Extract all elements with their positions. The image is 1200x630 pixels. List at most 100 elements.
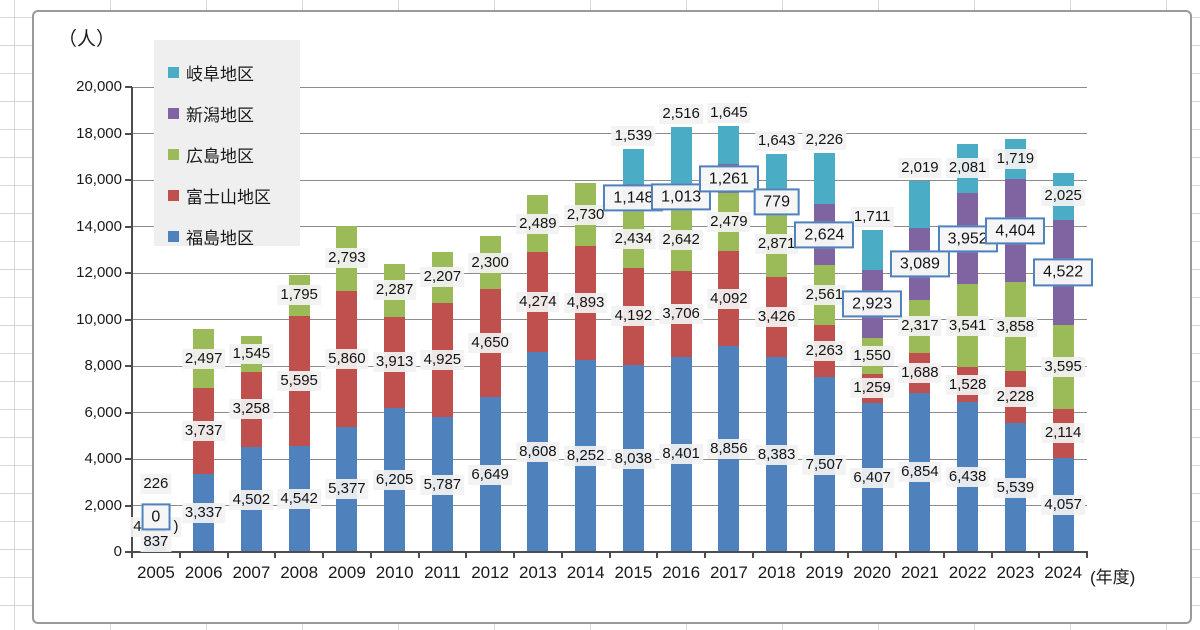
- data-label-富士山地区-2021[interactable]: 1,688: [898, 363, 942, 384]
- callout-label-新潟地区-2023[interactable]: 4,404: [985, 216, 1046, 245]
- data-label-富士山地区-2007[interactable]: 3,258: [229, 399, 274, 420]
- data-label-富士山地区-2012[interactable]: 4,650: [468, 333, 512, 354]
- data-label-福島地区-2013[interactable]: 8,608: [516, 441, 560, 462]
- callout-label-新潟地区-2019[interactable]: 2,624: [794, 221, 855, 249]
- bar-segment-岐阜地区-2021[interactable]: [909, 180, 931, 228]
- data-label-富士山地区-2017[interactable]: 4,092: [707, 288, 751, 309]
- data-label-福島地区-2023[interactable]: 5,539: [993, 477, 1038, 498]
- data-label-福島地区-2015[interactable]: 8,038: [611, 448, 656, 469]
- x-axis-category-label: 2007: [232, 563, 271, 582]
- bar-segment-岐阜地区-2020[interactable]: [861, 229, 883, 270]
- data-label-福島地区-2006[interactable]: 3,337: [181, 503, 226, 524]
- data-label-福島地区-2011[interactable]: 5,787: [420, 474, 465, 495]
- data-label-岐阜地区-2021[interactable]: 2,019: [898, 157, 942, 178]
- gridline: [132, 133, 1087, 134]
- data-label-富士山地区-2018[interactable]: 3,426: [754, 307, 799, 328]
- data-label-福島地区-2018[interactable]: 8,383: [754, 444, 799, 465]
- data-label-広島地区-2022[interactable]: 3,541: [945, 315, 990, 336]
- bar-segment-岐阜地区-2015[interactable]: [622, 148, 644, 185]
- data-label-広島地区-2014[interactable]: 2,730: [563, 204, 608, 225]
- data-label-福島地区-2012[interactable]: 6,649: [468, 464, 512, 485]
- data-label-広島地区-2017[interactable]: 2,479: [707, 212, 751, 233]
- data-label-岐阜地区-2020[interactable]: 1,711: [850, 206, 894, 227]
- data-label-富士山地区-2014[interactable]: 4,893: [563, 293, 608, 314]
- data-label-福島地区-2024[interactable]: 4,057: [1041, 494, 1085, 515]
- data-label-広島地区-2016[interactable]: 2,642: [659, 229, 703, 250]
- data-label-岐阜地区-2017[interactable]: 1,645: [707, 102, 751, 123]
- data-label-広島地区-2007[interactable]: 1,545: [229, 343, 274, 364]
- legend-item-4[interactable]: 福島地区: [168, 216, 300, 257]
- bar-segment-岐阜地区-2016[interactable]: [670, 127, 692, 186]
- data-label-岐阜地区-2022[interactable]: 2,081: [945, 158, 990, 179]
- data-label-福島地区-2019[interactable]: 7,507: [802, 454, 847, 475]
- data-label-岐阜地区-2016[interactable]: 2,516: [659, 104, 703, 125]
- data-label-福島地区-2016[interactable]: 8,401: [659, 444, 703, 465]
- legend-item-1[interactable]: 新潟地区: [168, 93, 300, 134]
- data-label-富士山地区-2019[interactable]: 2,263: [802, 341, 847, 362]
- data-label-富士山地区-2016[interactable]: 3,706: [659, 303, 703, 324]
- legend-item-3[interactable]: 富士山地区: [168, 175, 300, 216]
- x-axis-tick: [751, 552, 754, 558]
- chart-area[interactable]: （人） 岐阜地区 新潟地区 広島地区 富士山地区 福島地区 (年度) 0 2,000 4,0…: [32, 10, 1192, 624]
- data-label-広島地区-2008[interactable]: 1,795: [277, 285, 321, 306]
- data-label-広島地区-2006[interactable]: 2,497: [181, 348, 226, 369]
- data-label-富士山地区-2015[interactable]: 4,192: [611, 306, 656, 327]
- data-label-富士山地区-2024[interactable]: 2,114: [1041, 423, 1085, 444]
- data-label-広島地区-2010[interactable]: 2,287: [372, 280, 417, 301]
- bar-segment-岐阜地区-2018[interactable]: [766, 154, 788, 193]
- data-label-広島地区-2020[interactable]: 1,550: [850, 345, 894, 366]
- data-label-福島地区-2022[interactable]: 6,438: [945, 467, 990, 488]
- data-label-富士山地区-2013[interactable]: 4,274: [516, 292, 560, 313]
- data-label-富士山地区-2006[interactable]: 3,737: [181, 420, 226, 441]
- data-label-広島地区-2021[interactable]: 2,317: [898, 316, 942, 337]
- x-axis-category-label: 2012: [471, 563, 510, 582]
- callout-label-新潟地区-2017[interactable]: 1,261: [698, 165, 759, 193]
- data-label-岐阜地区-2019[interactable]: 2,226: [802, 129, 847, 150]
- data-label-岐阜地区-2024[interactable]: 2,025: [1041, 186, 1085, 207]
- data-label-福島地区-2017[interactable]: 8,856: [707, 439, 751, 460]
- data-label-福島地区-2007[interactable]: 4,502: [229, 489, 274, 510]
- data-label-広島地区-2005[interactable]: 226: [140, 474, 172, 495]
- data-label-広島地区-2018[interactable]: 2,871: [754, 234, 799, 255]
- data-label-広島地区-2023[interactable]: 3,858: [993, 316, 1038, 337]
- data-label-福島地区-2009[interactable]: 5,377: [325, 479, 369, 500]
- data-label-広島地区-2012[interactable]: 2,300: [468, 252, 512, 273]
- data-label-富士山地区-2023[interactable]: 2,228: [993, 387, 1038, 408]
- data-label-岐阜地区-2015[interactable]: 1,539: [611, 125, 656, 146]
- data-label-広島地区-2024[interactable]: 3,595: [1041, 356, 1085, 377]
- data-label-広島地区-2009[interactable]: 2,793: [325, 248, 369, 269]
- x-axis-tick: [226, 552, 229, 558]
- legend-item-0[interactable]: 岐阜地区: [168, 52, 300, 93]
- data-label-福島地区-2010[interactable]: 6,205: [372, 469, 417, 490]
- data-label-岐阜地区-2018[interactable]: 1,643: [754, 131, 799, 152]
- x-axis-tick: [799, 552, 802, 558]
- data-label-広島地区-2019[interactable]: 2,561: [802, 285, 847, 306]
- data-label-福島地区-2020[interactable]: 6,407: [850, 467, 894, 488]
- data-label-福島地区-2021[interactable]: 6,854: [898, 462, 942, 483]
- callout-label-新潟地区-2005[interactable]: 0: [141, 503, 171, 531]
- x-axis-category-label: 2008: [280, 563, 319, 582]
- data-label-福島地区-2005[interactable]: 837: [140, 532, 172, 553]
- callout-label-新潟地区-2021[interactable]: 3,089: [889, 250, 950, 278]
- data-label-富士山地区-2009[interactable]: 5,860: [325, 348, 369, 369]
- x-axis-category-label: 2011: [424, 563, 461, 582]
- x-axis-tick: [990, 552, 993, 558]
- data-label-富士山地区-2020[interactable]: 1,259: [850, 378, 894, 399]
- y-axis-tick: [125, 86, 132, 88]
- data-label-広島地区-2015[interactable]: 2,434: [611, 229, 656, 250]
- legend-item-2[interactable]: 広島地区: [168, 134, 300, 175]
- data-label-富士山地区-2010[interactable]: 3,913: [372, 352, 417, 373]
- data-label-福島地区-2014[interactable]: 8,252: [563, 446, 608, 467]
- data-label-富士山地区-2022[interactable]: 1,528: [945, 374, 990, 395]
- data-label-富士山地区-2008[interactable]: 5,595: [277, 371, 321, 392]
- callout-label-新潟地区-2024[interactable]: 4,522: [1033, 258, 1094, 286]
- data-label-岐阜地区-2023[interactable]: 1,719: [993, 149, 1038, 170]
- bar-segment-岐阜地区-2017[interactable]: [718, 125, 740, 164]
- bar-segment-岐阜地区-2019[interactable]: [813, 152, 835, 205]
- data-label-広島地区-2013[interactable]: 2,489: [516, 213, 560, 234]
- data-label-福島地区-2008[interactable]: 4,542: [277, 489, 321, 510]
- data-label-広島地区-2011[interactable]: 2,207: [420, 267, 465, 288]
- callout-label-新潟地区-2020[interactable]: 2,923: [842, 290, 903, 318]
- callout-label-新潟地区-2018[interactable]: 779: [753, 188, 800, 216]
- data-label-富士山地区-2011[interactable]: 4,925: [420, 350, 465, 371]
